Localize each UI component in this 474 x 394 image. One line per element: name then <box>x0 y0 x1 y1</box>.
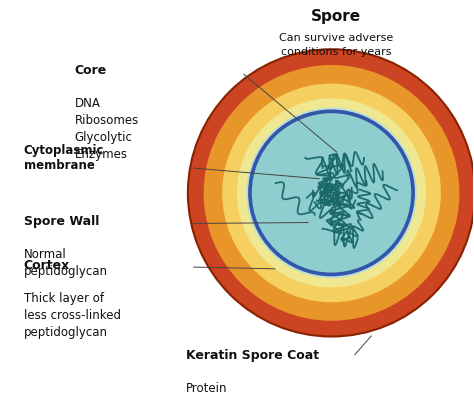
Text: Protein: Protein <box>186 382 228 394</box>
Ellipse shape <box>222 84 441 302</box>
Text: Spore Wall: Spore Wall <box>24 215 99 228</box>
Ellipse shape <box>248 110 415 276</box>
Ellipse shape <box>204 65 459 321</box>
Text: Core: Core <box>75 64 107 77</box>
Ellipse shape <box>246 108 417 278</box>
Ellipse shape <box>188 49 474 336</box>
Text: Cortex: Cortex <box>24 258 70 271</box>
Text: Spore: Spore <box>311 9 361 24</box>
Text: Cytoplasmic
membrane: Cytoplasmic membrane <box>24 145 104 173</box>
Text: Can survive adverse
conditions for years: Can survive adverse conditions for years <box>279 33 393 58</box>
Text: DNA
Ribosomes
Glycolytic
Enzymes: DNA Ribosomes Glycolytic Enzymes <box>75 97 139 162</box>
Text: Thick layer of
less cross-linked
peptidoglycan: Thick layer of less cross-linked peptido… <box>24 292 121 339</box>
Ellipse shape <box>252 113 411 273</box>
Text: Normal
peptidoglycan: Normal peptidoglycan <box>24 249 108 279</box>
Text: Keratin Spore Coat: Keratin Spore Coat <box>186 349 319 362</box>
Ellipse shape <box>237 98 426 287</box>
